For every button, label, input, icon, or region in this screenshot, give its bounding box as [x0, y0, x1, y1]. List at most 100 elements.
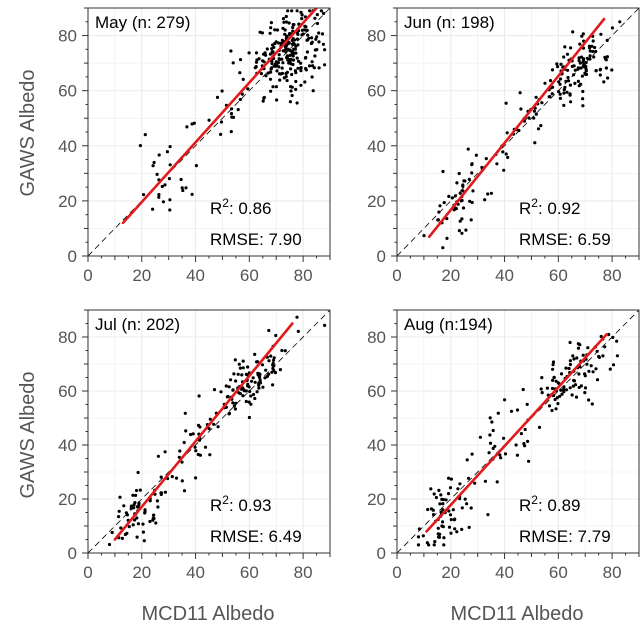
data-point [550, 386, 555, 391]
panel-3: 0 20 40 60 80 0 20 40 60 80 Jul (n: 202) R2: 0.93 RM… [58, 309, 331, 582]
y-tick-label: 80 [367, 27, 386, 46]
data-point [277, 41, 281, 45]
data-point [587, 369, 591, 373]
data-point [543, 81, 547, 85]
data-point [568, 340, 572, 345]
x-tick-label: 0 [83, 563, 92, 582]
data-point [499, 456, 503, 460]
data-point [445, 236, 449, 240]
data-point [458, 219, 462, 223]
data-point [551, 85, 555, 89]
x-tick-label: 80 [294, 266, 313, 285]
data-point [271, 366, 275, 370]
data-point [285, 35, 289, 39]
data-point [540, 391, 544, 395]
data-point [288, 53, 292, 58]
y-tick-label: 80 [58, 328, 77, 347]
data-point [525, 402, 529, 406]
data-point [564, 366, 568, 370]
data-point [441, 502, 445, 506]
data-point [545, 386, 550, 390]
data-point [503, 452, 508, 456]
data-point [212, 422, 216, 426]
points [416, 332, 620, 547]
data-point [229, 112, 234, 116]
data-point [515, 408, 520, 412]
data-point [594, 69, 598, 73]
data-point [238, 58, 243, 62]
data-point [234, 401, 238, 405]
data-point [265, 374, 269, 379]
data-point [517, 128, 521, 133]
data-point [260, 363, 265, 367]
data-point [572, 379, 577, 383]
y-tick-label: 20 [58, 192, 77, 211]
data-point [585, 56, 590, 60]
data-point [161, 200, 165, 204]
data-point [269, 67, 273, 71]
data-point [540, 101, 544, 105]
data-point [505, 131, 509, 135]
data-point [421, 534, 425, 538]
data-point [527, 459, 531, 463]
data-point [580, 74, 585, 78]
data-point [269, 26, 273, 30]
data-point [122, 504, 126, 508]
data-point [562, 55, 566, 59]
data-point [589, 364, 593, 368]
data-point [229, 378, 233, 382]
data-point [460, 217, 464, 221]
data-point [263, 51, 267, 55]
data-point [289, 62, 293, 66]
data-point [490, 420, 494, 424]
data-point [539, 387, 543, 391]
data-point [315, 35, 319, 39]
data-point [455, 530, 459, 534]
data-point [300, 28, 304, 32]
data-point [488, 441, 493, 445]
data-point [519, 107, 523, 111]
data-point [501, 150, 505, 154]
data-point [203, 445, 208, 449]
data-point [247, 385, 251, 389]
data-point [577, 372, 581, 376]
data-point [459, 199, 463, 203]
data-point [416, 543, 421, 547]
data-point [581, 97, 585, 101]
data-point [274, 85, 278, 89]
data-point [179, 177, 183, 182]
data-point [192, 121, 196, 125]
data-point [286, 54, 290, 59]
r-squared-label: R2: 0.86 [210, 196, 272, 218]
data-point [590, 402, 594, 406]
data-point [565, 90, 569, 94]
data-point [157, 153, 161, 157]
data-point [598, 68, 602, 72]
data-point [182, 440, 186, 445]
rmse-label: RMSE: 6.49 [210, 527, 302, 546]
data-point [323, 323, 327, 327]
data-point [152, 160, 156, 165]
data-point [163, 450, 167, 454]
x-tick-label: 40 [495, 563, 514, 582]
data-point [470, 452, 474, 456]
data-point [566, 68, 570, 72]
y-tick-label: 40 [367, 436, 386, 455]
data-point [442, 536, 446, 540]
data-point [568, 359, 573, 363]
data-point [279, 41, 283, 45]
data-point [129, 504, 133, 508]
data-point [588, 54, 592, 58]
rmse-label: RMSE: 7.90 [210, 230, 302, 249]
data-point [579, 384, 584, 388]
data-point [301, 32, 305, 36]
data-point [311, 64, 315, 68]
data-point [534, 112, 538, 116]
data-point [504, 152, 508, 156]
data-point [135, 535, 139, 539]
one-to-one-line [88, 310, 330, 553]
data-point [290, 50, 295, 54]
data-point [244, 389, 248, 393]
data-point [306, 38, 310, 42]
data-point [446, 492, 451, 496]
